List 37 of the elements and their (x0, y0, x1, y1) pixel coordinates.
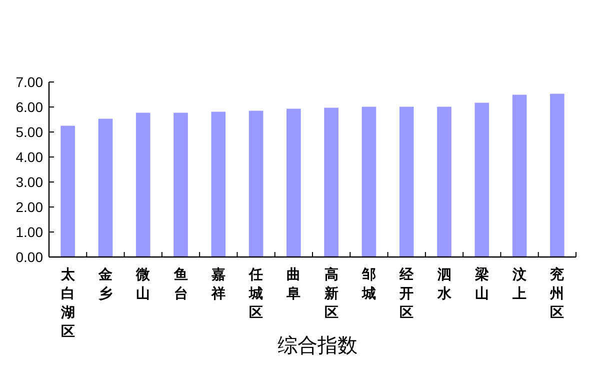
x-tick-label: 微山 (135, 266, 152, 301)
y-tick-label: 7.00 (16, 74, 44, 90)
y-tick-label: 4.00 (16, 149, 44, 165)
bar (550, 94, 564, 257)
x-tick-label: 曲阜 (286, 266, 301, 301)
x-axis-title: 综合指数 (278, 335, 358, 357)
bar (324, 108, 338, 257)
y-tick-label: 6.00 (16, 99, 44, 115)
y-tick-label: 1.00 (16, 224, 44, 240)
x-tick-label: 经开区 (398, 266, 415, 320)
x-tick-label: 梁山 (474, 266, 489, 301)
bar (399, 106, 414, 257)
x-tick-label: 嘉祥 (210, 266, 226, 301)
x-tick-label: 汶上 (512, 266, 528, 301)
bar (98, 118, 113, 257)
bar (512, 94, 527, 257)
bar (174, 112, 188, 257)
x-tick-label: 任城区 (248, 266, 264, 320)
bar (60, 126, 75, 257)
bar (474, 102, 490, 257)
x-tick-label: 泗水 (436, 266, 452, 301)
bar (437, 106, 452, 257)
y-tick-label: 5.00 (16, 124, 44, 140)
x-tick-label: 高新区 (323, 266, 338, 320)
bar (211, 112, 226, 257)
bar (248, 110, 264, 257)
x-tick-label: 金乡 (97, 266, 114, 301)
bar (362, 106, 376, 257)
x-tick-label: 兖州区 (549, 266, 564, 320)
y-tick-label: 0.00 (16, 249, 44, 265)
x-tick-label: 邹城 (360, 266, 376, 301)
x-tick-label: 太白湖区 (60, 266, 76, 339)
y-tick-label: 2.00 (16, 199, 44, 215)
x-tick-label: 鱼台 (172, 266, 188, 301)
bar (286, 108, 301, 257)
bar (136, 112, 150, 257)
y-tick-label: 3.00 (16, 174, 44, 190)
